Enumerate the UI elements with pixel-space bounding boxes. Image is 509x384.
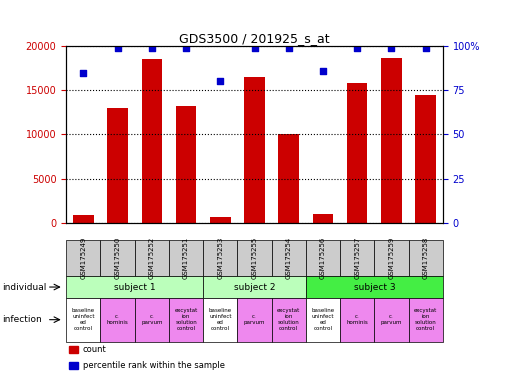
Title: GDS3500 / 201925_s_at: GDS3500 / 201925_s_at bbox=[179, 32, 330, 45]
Text: GSM175255: GSM175255 bbox=[251, 237, 258, 280]
Text: baseline
uninfect
ed
control: baseline uninfect ed control bbox=[209, 308, 232, 331]
Text: GSM175252: GSM175252 bbox=[149, 237, 155, 280]
Text: GSM175259: GSM175259 bbox=[388, 237, 394, 280]
Point bbox=[182, 45, 190, 51]
Text: subject 3: subject 3 bbox=[354, 283, 395, 291]
Bar bbox=[415, 94, 436, 223]
Text: count: count bbox=[83, 344, 107, 354]
Point bbox=[250, 45, 259, 51]
Text: percentile rank within the sample: percentile rank within the sample bbox=[83, 361, 225, 370]
Text: GSM175251: GSM175251 bbox=[183, 237, 189, 280]
Text: c.
parvum: c. parvum bbox=[244, 314, 265, 325]
Point bbox=[387, 45, 395, 51]
Text: GSM175256: GSM175256 bbox=[320, 237, 326, 280]
Point bbox=[216, 78, 224, 84]
Bar bbox=[107, 108, 128, 223]
Text: excystat
ion
solution
control: excystat ion solution control bbox=[414, 308, 437, 331]
Text: GSM175258: GSM175258 bbox=[422, 237, 429, 280]
Text: subject 2: subject 2 bbox=[234, 283, 275, 291]
Text: GSM175253: GSM175253 bbox=[217, 237, 223, 280]
Text: c.
parvum: c. parvum bbox=[381, 314, 402, 325]
Text: excystat
ion
solution
control: excystat ion solution control bbox=[175, 308, 197, 331]
Text: individual: individual bbox=[3, 283, 47, 291]
Point bbox=[79, 70, 88, 76]
Text: c.
hominis: c. hominis bbox=[107, 314, 128, 325]
Bar bbox=[69, 362, 78, 369]
Text: GSM175257: GSM175257 bbox=[354, 237, 360, 280]
Bar bbox=[381, 58, 402, 223]
Bar bbox=[347, 83, 367, 223]
Point bbox=[114, 45, 122, 51]
Point bbox=[421, 45, 430, 51]
Point bbox=[285, 45, 293, 51]
Text: GSM175250: GSM175250 bbox=[115, 237, 121, 280]
Bar bbox=[69, 346, 78, 353]
Text: excystat
ion
solution
control: excystat ion solution control bbox=[277, 308, 300, 331]
Text: infection: infection bbox=[3, 315, 42, 324]
Text: baseline
uninfect
ed
control: baseline uninfect ed control bbox=[72, 308, 95, 331]
Bar bbox=[142, 59, 162, 223]
Point bbox=[319, 68, 327, 74]
Text: GSM175254: GSM175254 bbox=[286, 237, 292, 280]
Bar bbox=[176, 106, 196, 223]
Text: GSM175249: GSM175249 bbox=[80, 237, 87, 280]
Bar bbox=[278, 134, 299, 223]
Text: subject 1: subject 1 bbox=[114, 283, 155, 291]
Text: c.
hominis: c. hominis bbox=[346, 314, 368, 325]
Bar bbox=[244, 77, 265, 223]
Text: baseline
uninfect
ed
control: baseline uninfect ed control bbox=[312, 308, 334, 331]
Point bbox=[353, 45, 361, 51]
Bar bbox=[313, 214, 333, 223]
Bar bbox=[73, 215, 94, 223]
Bar bbox=[210, 217, 231, 223]
Point bbox=[148, 45, 156, 51]
Text: c.
parvum: c. parvum bbox=[141, 314, 162, 325]
